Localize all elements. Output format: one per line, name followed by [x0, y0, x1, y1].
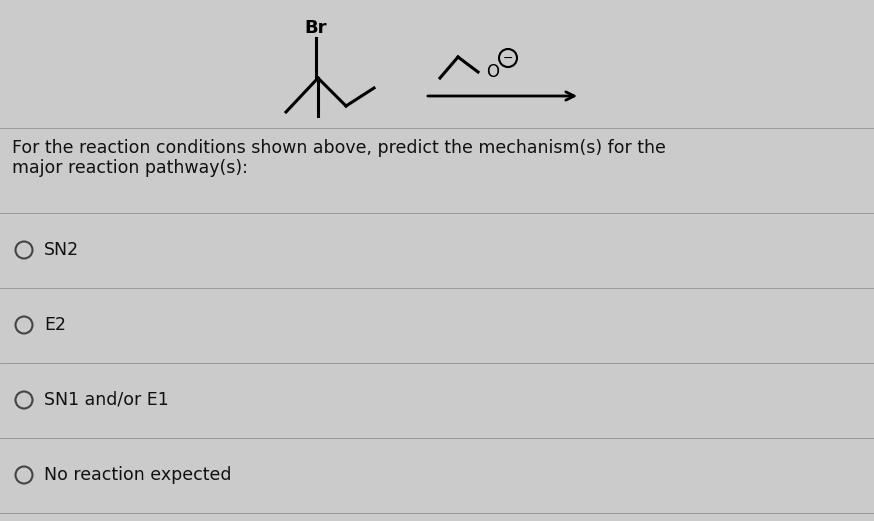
Text: −: − — [503, 52, 513, 65]
Text: For the reaction conditions shown above, predict the mechanism(s) for the: For the reaction conditions shown above,… — [12, 139, 666, 157]
Text: SN2: SN2 — [44, 241, 80, 259]
Text: Br: Br — [305, 19, 327, 37]
Text: No reaction expected: No reaction expected — [44, 466, 232, 484]
Text: SN1 and/or E1: SN1 and/or E1 — [44, 391, 169, 409]
Text: O: O — [487, 63, 500, 81]
Text: E2: E2 — [44, 316, 66, 334]
Text: major reaction pathway(s):: major reaction pathway(s): — [12, 159, 248, 177]
